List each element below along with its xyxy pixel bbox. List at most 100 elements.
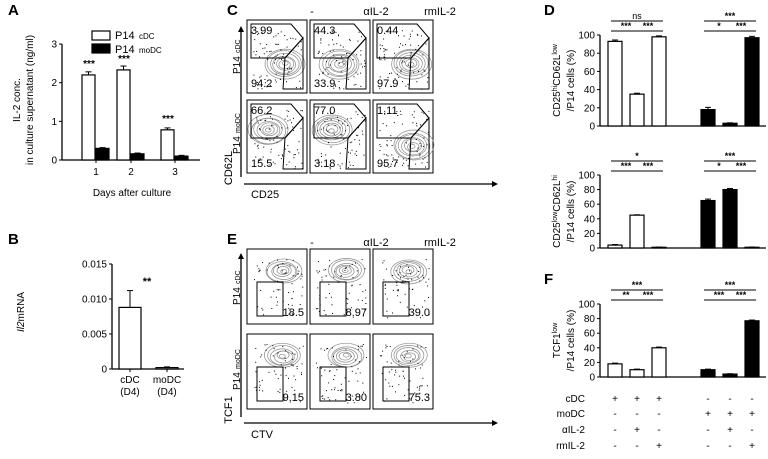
panelE-contour [405,269,413,274]
panelA-ylabel-2: in culture supernatant (ng/ml) [25,35,36,165]
panelE-contour [335,264,355,278]
panelD-bottom-y-tick-label: 0 [589,244,595,255]
panelF-bar [629,369,645,378]
panelF-ylabel-2: /P14 cells (%) [566,310,577,372]
panelC-contour [264,48,306,80]
panelA-bar-moDC [130,153,145,161]
panelA-sig: *** [118,54,130,65]
panelE-contour [401,265,415,275]
panelD-top-bar [607,40,623,127]
panelF-bar [700,369,716,378]
panelE-y-axis-label: TCF1 [223,396,235,424]
panelA-y-tick-label: 0 [51,156,57,167]
panelD-bottom-ylabel-part: CD62L [552,180,563,212]
panelE-flow-plot: 8.97 [309,248,371,325]
panelC-flow-plot: 77.0 3.18 [309,99,371,174]
panelD-top-ylabel-2: /P14 cells (%) [566,50,577,112]
panelE-contour [269,348,295,366]
condition-sign: - [706,425,709,436]
condition-label: moDC [557,409,585,420]
panelD-top-bar [722,122,738,127]
panelD-top-y-tick-label: 100 [578,31,595,42]
panelE-contour [278,353,286,359]
panelC-contour [404,138,422,153]
panelC-contour [322,122,341,137]
panelE-contour [272,264,292,277]
panelE-column-header: rmIL-2 [424,237,456,249]
panelD-bottom-sig-label: * [717,161,721,171]
panelC-gate-value-top: 3.99 [251,25,272,37]
panelC-contour [262,125,275,135]
condition-sign: + [656,394,662,405]
panelE-x-arrow-head [492,420,498,426]
panelA-sig: *** [162,114,174,125]
panelE-row-sub: moDC [235,349,242,369]
panelC-gate-value-top: 44.3 [314,25,335,37]
panelC-x-arrow-head [492,181,498,187]
panelA-x-tick-label: 3 [172,167,178,178]
panelE-gate-value: 8.97 [346,307,367,319]
panelA-legend-label-moDC: P14 [115,44,135,56]
panelD-top-sig-label: *** [736,21,747,31]
panelF-y-tick-label: 40 [584,343,596,354]
condition-label: rmIL-2 [556,441,585,452]
panel-letter-A: A [8,2,19,19]
panelC-column-header: - [310,6,314,18]
condition-label: cDC [566,394,585,405]
panelA-ylabel-1: IL-2 conc. [12,78,23,122]
panelE-contour [265,258,303,284]
condition-sign: + [656,441,662,452]
panelF-y-tick-label: 60 [584,329,596,340]
panelD-bottom-sig-label: *** [643,161,654,171]
panelE-contour [276,350,290,360]
panelA-bar-cDC [81,74,96,161]
panelC-plot-frame [309,19,371,94]
panelD-bottom-sig-label: *** [725,151,736,161]
panelE-gate [319,366,347,402]
panelF-bar [651,347,667,378]
panelA-bar-cDC [160,129,175,161]
panelE-row-sub: cDC [235,270,242,284]
panelE-contour [331,346,363,368]
panelE-contour [280,269,288,274]
panelD-top-ylabel-part: CD62L [552,54,563,86]
panelC-gate-value-top: 1.11 [377,105,398,117]
panelD-bottom-y-tick-label: 60 [584,200,596,211]
panelD-top-y-tick-label: 80 [584,49,596,60]
condition-sign: - [728,394,731,405]
panelC-contour [315,116,351,143]
panelD-bottom-sig-label: * [635,151,639,161]
panelC-plot-frame [372,99,434,174]
panelE-gate [256,366,284,402]
panelD-bottom-sig-label: *** [621,161,632,171]
panelC-contour [399,54,423,73]
panelE-contour [404,353,412,359]
condition-sign: - [635,409,638,420]
condition-sign: - [657,425,660,436]
panelC-gate-value-top: 66.2 [251,105,272,117]
panelF-sig-label: *** [725,280,736,290]
condition-sign: + [749,441,755,452]
panelC-gate-value-bottom: 95.7 [377,158,398,170]
panelE-contour [267,345,299,366]
panelE-flow-plot: 75.3 [372,333,434,410]
panelD-top-sig-label: * [717,21,721,31]
panelC-plot-frame [309,99,371,174]
panelC-gate-bottom [408,36,430,90]
panelB-x-label-day: (D4) [157,387,176,398]
panelD-bottom-ylabel-sup: hi [552,175,559,181]
panelE-contour [393,261,425,282]
panel-letter-C: C [227,2,238,19]
panelC-gate-bottom [282,116,304,170]
panelE-contour [400,349,419,363]
panelC-flow-plot: 1.11 95.7 [372,99,435,174]
panelE-contour [335,349,355,363]
panelA-legend-label-cDC: P14 [115,30,135,42]
condition-sign: + [634,425,640,436]
panelA-x-tick-label: 2 [128,167,134,178]
panelE-contour [398,264,418,278]
panelA-y-tick-label: 3 [51,40,57,51]
panelE-gate-value: 3.80 [346,392,367,404]
panelA-x-tick-label: 1 [93,167,99,178]
